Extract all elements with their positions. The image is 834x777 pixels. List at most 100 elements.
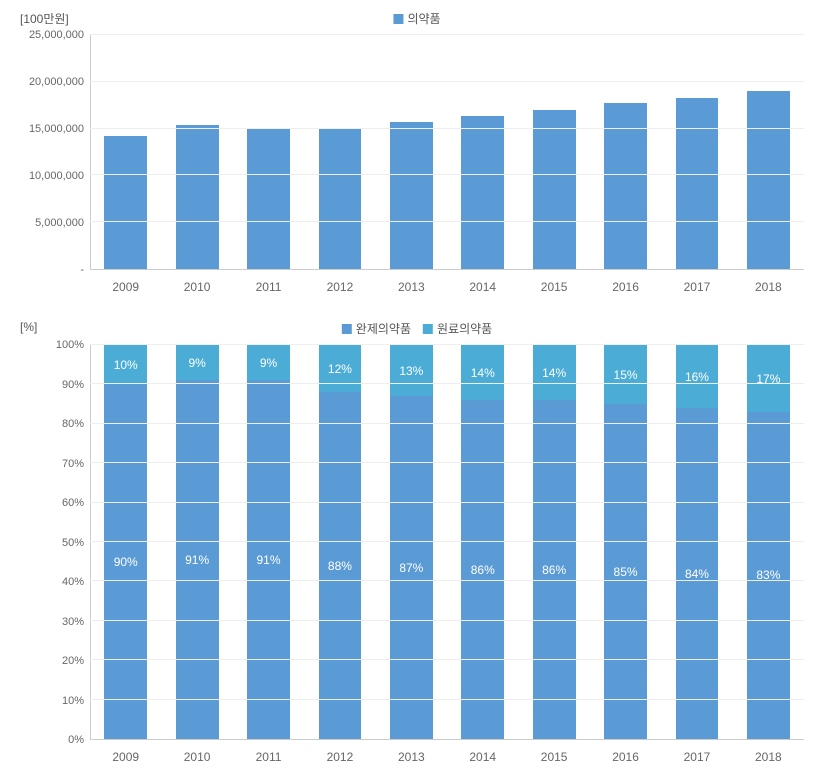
y-tick-label: 0% bbox=[20, 734, 84, 746]
chart2-legend: 완제의약품 원료의약품 bbox=[342, 320, 492, 337]
y-tick-label: 25,000,000 bbox=[20, 29, 84, 41]
chart2-bars: 90%10%91%9%91%9%88%12%87%13%86%14%86%14%… bbox=[90, 345, 804, 739]
bar-segment: 83% bbox=[747, 412, 790, 739]
bar-slot: 91%9% bbox=[233, 345, 304, 739]
x-tick-label: 2011 bbox=[233, 742, 304, 770]
bar-slot: 86%14% bbox=[447, 345, 518, 739]
bar bbox=[104, 136, 147, 269]
legend-label: 의약품 bbox=[407, 10, 440, 27]
stacked-bar: 91%9% bbox=[247, 345, 290, 739]
bar-segment: 86% bbox=[533, 400, 576, 739]
stacked-bar: 91%9% bbox=[176, 345, 219, 739]
chart2-y-axis: 0%10%20%30%40%50%60%70%80%90%100% bbox=[20, 345, 88, 740]
y-tick-label: - bbox=[20, 264, 84, 276]
bar-slot: 84%16% bbox=[661, 345, 732, 739]
bar-segment: 14% bbox=[461, 345, 504, 400]
bar-slot: 85%15% bbox=[590, 345, 661, 739]
gridline bbox=[90, 221, 804, 222]
x-tick-label: 2012 bbox=[304, 272, 375, 300]
legend-item: 원료의약품 bbox=[423, 320, 492, 337]
legend-item: 의약품 bbox=[393, 10, 440, 27]
x-tick-label: 2014 bbox=[447, 272, 518, 300]
x-tick-label: 2011 bbox=[233, 272, 304, 300]
gridline bbox=[90, 502, 804, 503]
y-tick-label: 10% bbox=[20, 695, 84, 707]
legend-label: 완제의약품 bbox=[356, 320, 411, 337]
bar bbox=[461, 116, 504, 270]
chart1-legend: 의약품 bbox=[393, 10, 440, 27]
stacked-bar: 88%12% bbox=[319, 345, 362, 739]
x-tick-label: 2014 bbox=[447, 742, 518, 770]
gridline bbox=[90, 580, 804, 581]
x-tick-label: 2013 bbox=[376, 742, 447, 770]
y-tick-label: 40% bbox=[20, 576, 84, 588]
bar-slot: 88%12% bbox=[304, 345, 375, 739]
y-tick-label: 60% bbox=[20, 497, 84, 509]
y-tick-label: 80% bbox=[20, 418, 84, 430]
bar-segment: 91% bbox=[247, 380, 290, 739]
chart1-plot-area bbox=[90, 35, 804, 270]
gridline bbox=[90, 462, 804, 463]
x-tick-label: 2018 bbox=[733, 742, 804, 770]
stacked-bar: 83%17% bbox=[747, 345, 790, 739]
bar bbox=[676, 98, 719, 269]
bar-slot bbox=[376, 35, 447, 269]
legend-label: 원료의약품 bbox=[437, 320, 492, 337]
bar-segment: 84% bbox=[676, 408, 719, 739]
bar-chart-pharma-production: [100만원] 의약품 -5,000,00010,000,00015,000,0… bbox=[20, 10, 814, 300]
bar-slot bbox=[590, 35, 661, 269]
bar-slot: 86%14% bbox=[518, 345, 589, 739]
bar-segment: 87% bbox=[390, 396, 433, 739]
bar bbox=[390, 122, 433, 269]
chart1-unit-label: [100만원] bbox=[20, 10, 69, 27]
bar-slot: 91%9% bbox=[161, 345, 232, 739]
y-tick-label: 20% bbox=[20, 655, 84, 667]
bar-slot bbox=[161, 35, 232, 269]
chart1-bars bbox=[90, 35, 804, 269]
gridline bbox=[90, 81, 804, 82]
x-tick-label: 2009 bbox=[90, 742, 161, 770]
bar bbox=[747, 91, 790, 269]
gridline bbox=[90, 174, 804, 175]
bar-segment: 85% bbox=[604, 404, 647, 739]
stacked-bar: 85%15% bbox=[604, 345, 647, 739]
x-tick-label: 2015 bbox=[518, 272, 589, 300]
y-tick-label: 10,000,000 bbox=[20, 170, 84, 182]
bar-segment: 16% bbox=[676, 345, 719, 408]
stacked-bar-chart-composition: [%] 완제의약품원료의약품 0%10%20%30%40%50%60%70%80… bbox=[20, 320, 814, 770]
y-tick-label: 70% bbox=[20, 458, 84, 470]
chart2-plot-area: 90%10%91%9%91%9%88%12%87%13%86%14%86%14%… bbox=[90, 345, 804, 740]
bar-segment: 91% bbox=[176, 380, 219, 739]
x-tick-label: 2017 bbox=[661, 272, 732, 300]
gridline bbox=[90, 620, 804, 621]
chart1-x-axis: 2009201020112012201320142015201620172018 bbox=[90, 272, 804, 300]
y-tick-label: 50% bbox=[20, 537, 84, 549]
bar-slot bbox=[661, 35, 732, 269]
gridline bbox=[90, 383, 804, 384]
legend-swatch bbox=[423, 324, 433, 334]
gridline bbox=[90, 344, 804, 345]
x-tick-label: 2016 bbox=[590, 742, 661, 770]
x-tick-label: 2009 bbox=[90, 272, 161, 300]
bar-slot: 83%17% bbox=[733, 345, 804, 739]
x-tick-label: 2015 bbox=[518, 742, 589, 770]
x-tick-label: 2010 bbox=[161, 742, 232, 770]
x-tick-label: 2013 bbox=[376, 272, 447, 300]
gridline bbox=[90, 34, 804, 35]
bar-segment: 17% bbox=[747, 345, 790, 412]
bar-segment: 88% bbox=[319, 392, 362, 739]
stacked-bar: 86%14% bbox=[461, 345, 504, 739]
bar-slot bbox=[518, 35, 589, 269]
stacked-bar: 87%13% bbox=[390, 345, 433, 739]
bar bbox=[247, 128, 290, 269]
bar-segment: 12% bbox=[319, 345, 362, 392]
bar-slot: 87%13% bbox=[376, 345, 447, 739]
x-tick-label: 2017 bbox=[661, 742, 732, 770]
bar-segment: 10% bbox=[104, 345, 147, 384]
gridline bbox=[90, 699, 804, 700]
legend-swatch bbox=[393, 14, 403, 24]
bar-segment: 90% bbox=[104, 384, 147, 739]
chart2-x-axis: 2009201020112012201320142015201620172018 bbox=[90, 742, 804, 770]
chart1-y-axis: -5,000,00010,000,00015,000,00020,000,000… bbox=[20, 35, 88, 270]
bar-slot bbox=[447, 35, 518, 269]
